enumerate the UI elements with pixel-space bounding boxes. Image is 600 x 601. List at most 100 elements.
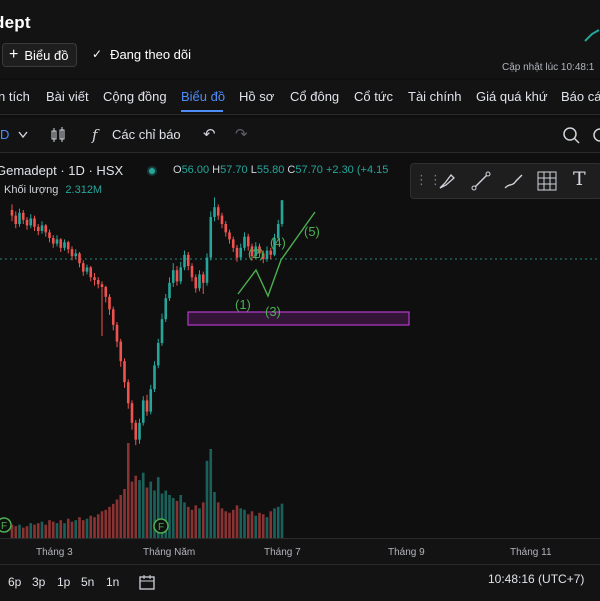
volume-bar — [85, 518, 89, 538]
add-to-chart-button[interactable]: + Biểu đồ — [2, 43, 78, 67]
volume-bar — [51, 521, 55, 538]
volume-bar — [250, 511, 254, 538]
redo-icon[interactable]: ↷ — [235, 126, 248, 143]
elliott-wave-line[interactable] — [237, 211, 316, 298]
tab-community[interactable]: Cộng đồng — [103, 89, 167, 104]
drag-handle-icon[interactable]: ⋮⋮ — [415, 172, 443, 187]
text-tool-icon[interactable]: T — [573, 168, 586, 190]
x-tick: Tháng 3 — [36, 547, 73, 558]
candle-body — [239, 247, 243, 258]
tab-analysis[interactable]: n tích — [0, 89, 30, 104]
volume-bar — [123, 489, 126, 538]
volume-bar — [179, 494, 183, 538]
following-button[interactable]: ✓ Đang theo dõi — [92, 43, 191, 65]
fib-grid-icon[interactable] — [536, 170, 558, 192]
volume-bar — [70, 521, 74, 538]
volume-bar — [25, 526, 29, 538]
volume-bars — [10, 443, 284, 538]
volume-bar — [111, 503, 115, 538]
range-3m[interactable]: 3p — [32, 575, 46, 589]
candle-body — [224, 224, 228, 233]
tab-posts[interactable]: Bài viết — [46, 89, 89, 104]
wave-label-1: (1) — [235, 297, 251, 312]
volume-bar — [81, 520, 85, 538]
symbol-legend[interactable]: Gemadept · 1D · HSX — [0, 163, 124, 178]
volume-bar — [168, 494, 171, 538]
plus-icon: + — [9, 46, 19, 63]
volume-bar — [265, 517, 269, 538]
fx-icon[interactable]: f — [92, 126, 98, 144]
volume-bar — [74, 520, 78, 538]
price-chart[interactable]: (1) (2) (3) (4) (5) F F — [0, 152, 600, 538]
support-zone-rectangle[interactable] — [187, 311, 410, 326]
candle-body — [183, 254, 186, 268]
volume-bar — [246, 514, 250, 538]
last-updated: Cập nhật lúc 10:48:1 — [502, 62, 595, 73]
time-axis[interactable]: Tháng 3 Tháng Năm Tháng 7 Tháng 9 Tháng … — [0, 538, 600, 565]
tab-financials[interactable]: Tài chính — [408, 89, 462, 104]
range-1m[interactable]: 1p — [57, 575, 71, 589]
brush-icon[interactable] — [437, 171, 457, 191]
volume-legend[interactable]: Khối lượng 2.312M — [4, 184, 102, 196]
volume-bar — [205, 460, 209, 538]
low-value: 55.80 — [256, 164, 285, 176]
chevron-down-icon[interactable] — [18, 131, 28, 139]
range-6m[interactable]: 6p — [8, 575, 22, 589]
tab-reports[interactable]: Báo các — [561, 89, 600, 104]
candle-body — [156, 343, 160, 366]
volume-bar — [198, 508, 201, 538]
candle-body — [231, 239, 235, 248]
candle-body — [18, 212, 21, 224]
tab-dividends[interactable]: Cổ tức — [354, 89, 394, 104]
indicators-button[interactable]: Các chỉ báo — [112, 127, 181, 142]
replay-icon[interactable] — [562, 126, 580, 144]
volume-bar — [66, 518, 70, 538]
tab-shareholders[interactable]: Cổ đông — [290, 89, 340, 104]
candle-body — [81, 263, 85, 272]
candle-body — [265, 250, 269, 259]
volume-bar — [14, 526, 18, 538]
candles-style-icon[interactable] — [50, 127, 66, 143]
tab-profile[interactable]: Hồ sơ — [239, 89, 275, 104]
trend-line-icon[interactable] — [471, 171, 491, 191]
candle-body — [194, 277, 198, 289]
candle-body — [164, 298, 168, 320]
volume-bar — [130, 481, 134, 538]
candle-body — [138, 422, 141, 440]
range-bar: 6p 3p 1p 5n 1n — [0, 564, 600, 601]
earnings-flag-1[interactable]: F — [0, 517, 12, 533]
date-range-icon[interactable] — [138, 573, 156, 591]
candle-body — [66, 242, 70, 250]
volume-bar — [175, 500, 179, 538]
open-label: O — [173, 164, 182, 176]
pen-icon[interactable] — [503, 171, 525, 191]
high-label: H — [212, 164, 221, 176]
candle-body — [228, 232, 231, 240]
undo-icon[interactable]: ↶ — [203, 126, 216, 143]
range-5d[interactable]: 5n — [81, 575, 95, 589]
interval-select[interactable]: D — [0, 127, 10, 142]
following-label: Đang theo dõi — [110, 46, 192, 62]
volume-bar — [89, 515, 93, 538]
volume-bar — [145, 487, 149, 538]
candle-body — [254, 246, 258, 257]
volume-bar — [126, 443, 130, 538]
trend-up-icon — [584, 29, 600, 42]
candle-body — [21, 212, 25, 220]
candle-body — [96, 280, 100, 285]
candle-body — [40, 225, 44, 231]
wave-label-2: (2) — [248, 246, 264, 261]
tab-chart[interactable]: Biểu đồ — [181, 89, 226, 104]
volume-bar — [29, 523, 33, 538]
tab-price-history[interactable]: Giá quá khứ — [476, 89, 548, 104]
settings-icon[interactable] — [590, 126, 600, 144]
range-1d[interactable]: 1n — [106, 575, 120, 589]
candle-body — [243, 236, 246, 248]
candle-body — [10, 210, 14, 216]
earnings-flag-2[interactable]: F — [153, 518, 169, 534]
close-label: C — [287, 164, 296, 176]
x-tick: Tháng 11 — [510, 547, 552, 558]
clock-timezone[interactable]: 10:48:16 (UTC+7) — [488, 572, 585, 586]
candle-body — [111, 309, 115, 325]
stock-header — [0, 0, 600, 78]
